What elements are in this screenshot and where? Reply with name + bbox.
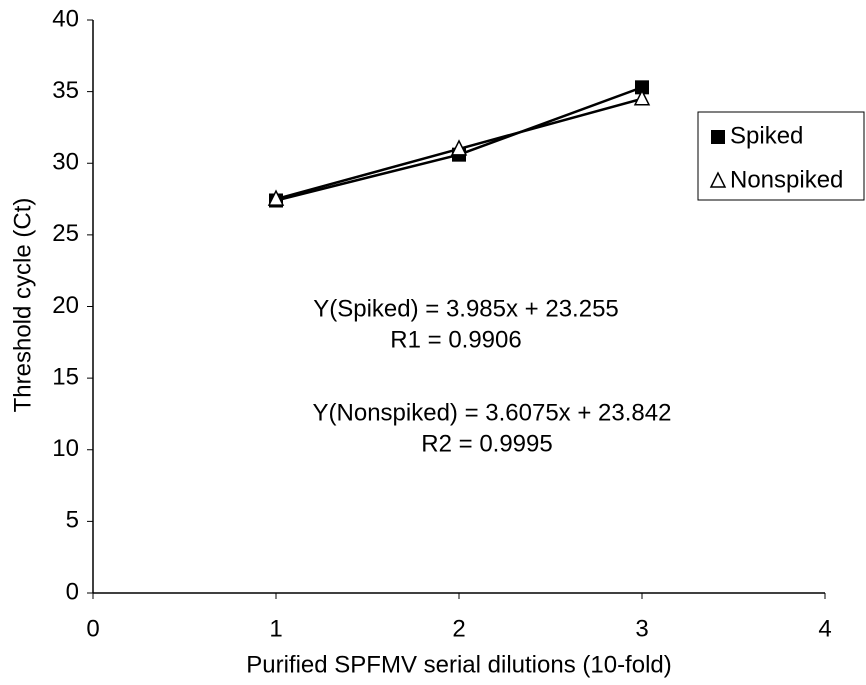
y-tick-label: 5 (66, 507, 79, 534)
legend-label: Spiked (730, 122, 803, 149)
annotation: Y(Nonspiked) = 3.6075x + 23.842 (313, 399, 672, 426)
marker (267, 189, 285, 206)
x-tick-label: 1 (269, 615, 282, 642)
annotation: Y(Spiked) = 3.985x + 23.255 (313, 295, 619, 322)
legend-marker (711, 130, 725, 144)
x-tick-label: 3 (635, 615, 648, 642)
x-tick-label: 0 (86, 615, 99, 642)
x-tick-label: 4 (818, 615, 831, 642)
y-tick-label: 0 (66, 578, 79, 605)
y-tick-label: 35 (52, 77, 79, 104)
marker (450, 139, 468, 156)
legend-marker (709, 171, 727, 188)
y-tick-label: 15 (52, 363, 79, 390)
marker (633, 89, 651, 106)
x-tick-label: 2 (452, 615, 465, 642)
marker (635, 80, 649, 95)
y-tick-label: 25 (52, 220, 79, 247)
x-axis-title: Purified SPFMV serial dilutions (10-fold… (246, 651, 672, 678)
y-tick-label: 10 (52, 435, 79, 462)
legend-label: Nonspiked (730, 166, 843, 193)
y-axis-title: Threshold cycle (Ct) (9, 198, 36, 413)
y-tick-label: 20 (52, 292, 79, 319)
legend-box (697, 111, 865, 201)
annotation: R2 = 0.9995 (421, 430, 552, 457)
y-tick-label: 40 (52, 5, 79, 32)
y-tick-label: 30 (52, 149, 79, 176)
annotation: R1 = 0.9906 (390, 326, 521, 353)
